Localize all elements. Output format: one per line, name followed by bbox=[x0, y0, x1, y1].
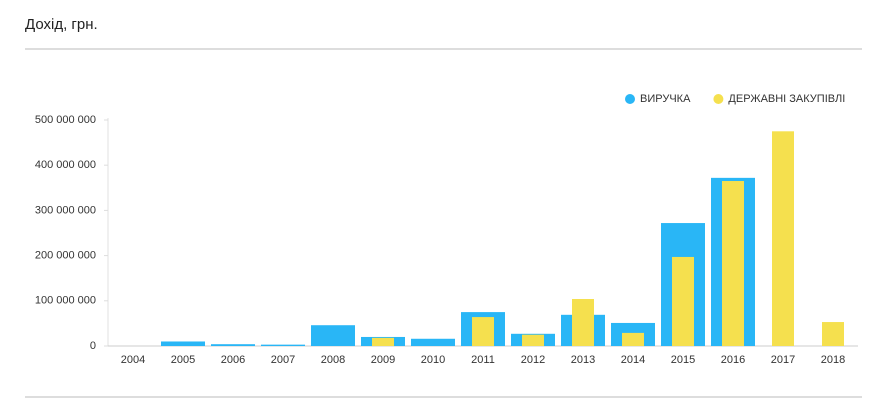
bar bbox=[211, 344, 255, 346]
bar bbox=[522, 334, 544, 346]
chart-title: Дохід, грн. bbox=[25, 16, 98, 33]
y-tick-label: 100 000 000 bbox=[35, 295, 96, 307]
x-tick-label: 2014 bbox=[621, 354, 645, 366]
y-tick-label: 400 000 000 bbox=[35, 159, 96, 171]
bar bbox=[672, 256, 694, 346]
legend-marker bbox=[625, 94, 635, 104]
bar bbox=[472, 317, 494, 346]
x-tick-label: 2010 bbox=[421, 354, 445, 366]
legend-label: ДЕРЖАВНІ ЗАКУПІВЛІ bbox=[728, 93, 845, 105]
legend-label: ВИРУЧКА bbox=[640, 93, 691, 105]
bar bbox=[261, 344, 305, 346]
x-tick-label: 2013 bbox=[571, 354, 595, 366]
bar bbox=[572, 298, 594, 346]
y-tick-label: 200 000 000 bbox=[35, 250, 96, 262]
x-tick-label: 2009 bbox=[371, 354, 395, 366]
x-tick-label: 2007 bbox=[271, 354, 295, 366]
y-tick-label: 300 000 000 bbox=[35, 204, 96, 216]
bar bbox=[161, 341, 205, 346]
x-tick-label: 2018 bbox=[821, 354, 845, 366]
y-tick-label: 500 000 000 bbox=[35, 114, 96, 126]
x-tick-label: 2008 bbox=[321, 354, 345, 366]
x-tick-label: 2012 bbox=[521, 354, 545, 366]
bar bbox=[311, 325, 355, 346]
bar bbox=[822, 322, 844, 346]
bar bbox=[372, 337, 394, 346]
bar bbox=[722, 181, 744, 346]
x-tick-label: 2015 bbox=[671, 354, 695, 366]
x-tick-label: 2004 bbox=[121, 354, 145, 366]
bar bbox=[411, 338, 455, 346]
legend-marker bbox=[713, 94, 724, 104]
x-tick-label: 2016 bbox=[721, 354, 745, 366]
bar bbox=[622, 332, 644, 346]
x-tick-label: 2011 bbox=[471, 354, 495, 366]
y-tick-label: 0 bbox=[90, 340, 96, 352]
x-tick-label: 2006 bbox=[221, 354, 245, 366]
bar bbox=[772, 131, 794, 346]
x-tick-label: 2017 bbox=[771, 354, 795, 366]
x-tick-label: 2005 bbox=[171, 354, 195, 366]
